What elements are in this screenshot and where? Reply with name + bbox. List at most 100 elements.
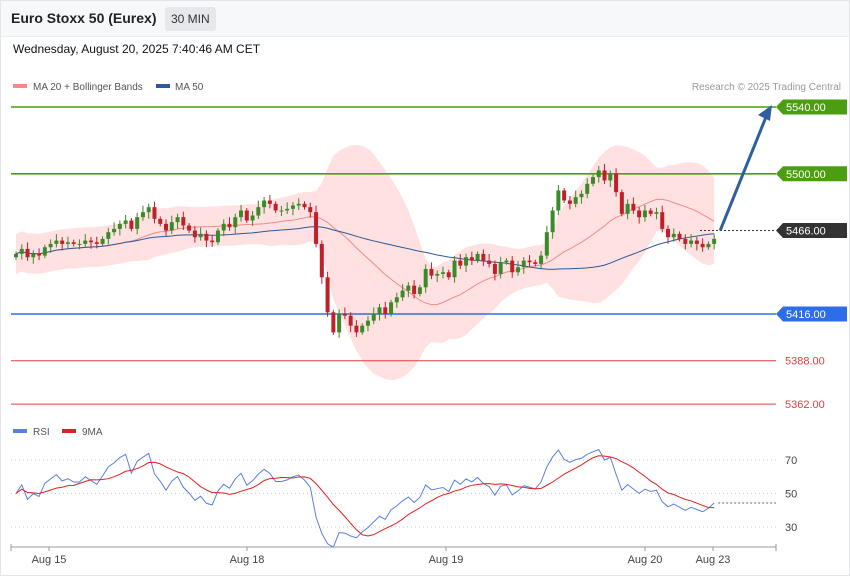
candle-body [262, 200, 267, 208]
candle-body [694, 240, 699, 244]
candle-body [602, 170, 607, 181]
candle-body [256, 207, 261, 216]
candle-body [700, 243, 705, 248]
ma50-line [15, 226, 715, 270]
candle-body [689, 240, 694, 244]
credit-text: Research © 2025 Trading Central [692, 82, 841, 93]
candle-body [608, 173, 613, 181]
candle-body [446, 272, 451, 278]
level-label-box [776, 306, 847, 322]
candle-body [302, 203, 307, 208]
candle-body [394, 297, 399, 303]
candle-body [591, 177, 595, 184]
rsi-axis-label: 30 [785, 522, 797, 534]
candle-body [227, 223, 232, 228]
candle-body [48, 243, 53, 248]
level-label: 5466.00 [786, 226, 826, 238]
candle-body [469, 257, 474, 261]
level-label-box [776, 166, 847, 182]
candle-body [383, 307, 388, 314]
candle-body [360, 325, 365, 333]
candle-body [429, 268, 434, 276]
candle-body [158, 218, 163, 224]
timeframe-badge[interactable]: 30 MIN [165, 7, 216, 31]
level-label: 5540.00 [786, 102, 826, 114]
candle-body [579, 193, 584, 198]
candle-body [533, 262, 538, 264]
candle-body [83, 240, 88, 244]
candle-body [106, 232, 111, 239]
candle-body [267, 200, 272, 204]
candle-body [94, 242, 99, 244]
candle-body [377, 307, 382, 314]
candle-body [239, 210, 244, 218]
candle-body [204, 233, 209, 241]
candle-body [210, 240, 215, 243]
candle-body [648, 210, 653, 214]
candle-body [637, 210, 642, 218]
candle-body [31, 253, 36, 258]
level-label: 5388.00 [785, 356, 825, 368]
ma20-legend-swatch [13, 84, 27, 88]
candle-body [221, 223, 226, 231]
candle-body [567, 200, 572, 204]
candle-body [60, 240, 65, 244]
candle-body [642, 210, 647, 218]
candle-body [331, 312, 336, 333]
candle-body [146, 207, 151, 213]
candle-body [619, 192, 624, 214]
candle-body [215, 230, 220, 243]
candle-body [515, 267, 520, 273]
projection-arrowhead [758, 105, 772, 121]
level-label: 5416.00 [786, 309, 826, 321]
candle-body [342, 314, 347, 316]
candle-body [660, 212, 665, 229]
candle-body [19, 248, 24, 254]
candle-body [440, 272, 445, 274]
candle-body [314, 212, 319, 244]
candle-body [54, 240, 59, 244]
level-label-box [776, 223, 847, 239]
candle-body [683, 238, 688, 244]
candle-body [112, 228, 117, 233]
candle-body [452, 260, 457, 278]
candle-body [187, 225, 192, 231]
candle-body [285, 208, 290, 211]
candle-body [412, 285, 417, 294]
candle-body [181, 217, 186, 226]
candle-body [348, 315, 353, 326]
rsi-ma-legend-label: 9MA [82, 427, 103, 438]
candle-body [164, 223, 169, 231]
candle-body [504, 260, 509, 263]
rsi-line [15, 448, 715, 548]
x-axis-label: Aug 20 [628, 554, 663, 566]
bollinger-band [16, 145, 715, 381]
candle-body [296, 203, 301, 206]
ma20-line [15, 198, 715, 306]
candle-body [654, 212, 659, 214]
candle-body [169, 222, 174, 231]
projection-arrow [718, 116, 768, 232]
candle-body [89, 240, 94, 243]
candle-body [550, 210, 555, 233]
candle-body [435, 273, 440, 276]
candle-body [71, 242, 76, 244]
candle-body [458, 260, 463, 266]
x-axis-label: Aug 23 [696, 554, 731, 566]
candle-body [42, 247, 47, 256]
candle-body [273, 203, 278, 211]
candle-body [175, 217, 180, 223]
candle-body [539, 255, 544, 264]
candle-body [371, 314, 376, 321]
candle-body [325, 277, 330, 313]
candle-body [123, 220, 128, 224]
candle-body [706, 243, 711, 248]
candle-body [233, 217, 238, 228]
candle-body [290, 205, 295, 209]
chart-header: Euro Stoxx 50 (Eurex) 30 MIN [0, 0, 850, 37]
rsi-ma-line [15, 455, 715, 537]
candle-body [585, 183, 590, 194]
candle-body [365, 320, 370, 326]
candle-body [337, 314, 342, 333]
timestamp: Wednesday, August 20, 2025 7:40:46 AM CE… [13, 42, 261, 56]
